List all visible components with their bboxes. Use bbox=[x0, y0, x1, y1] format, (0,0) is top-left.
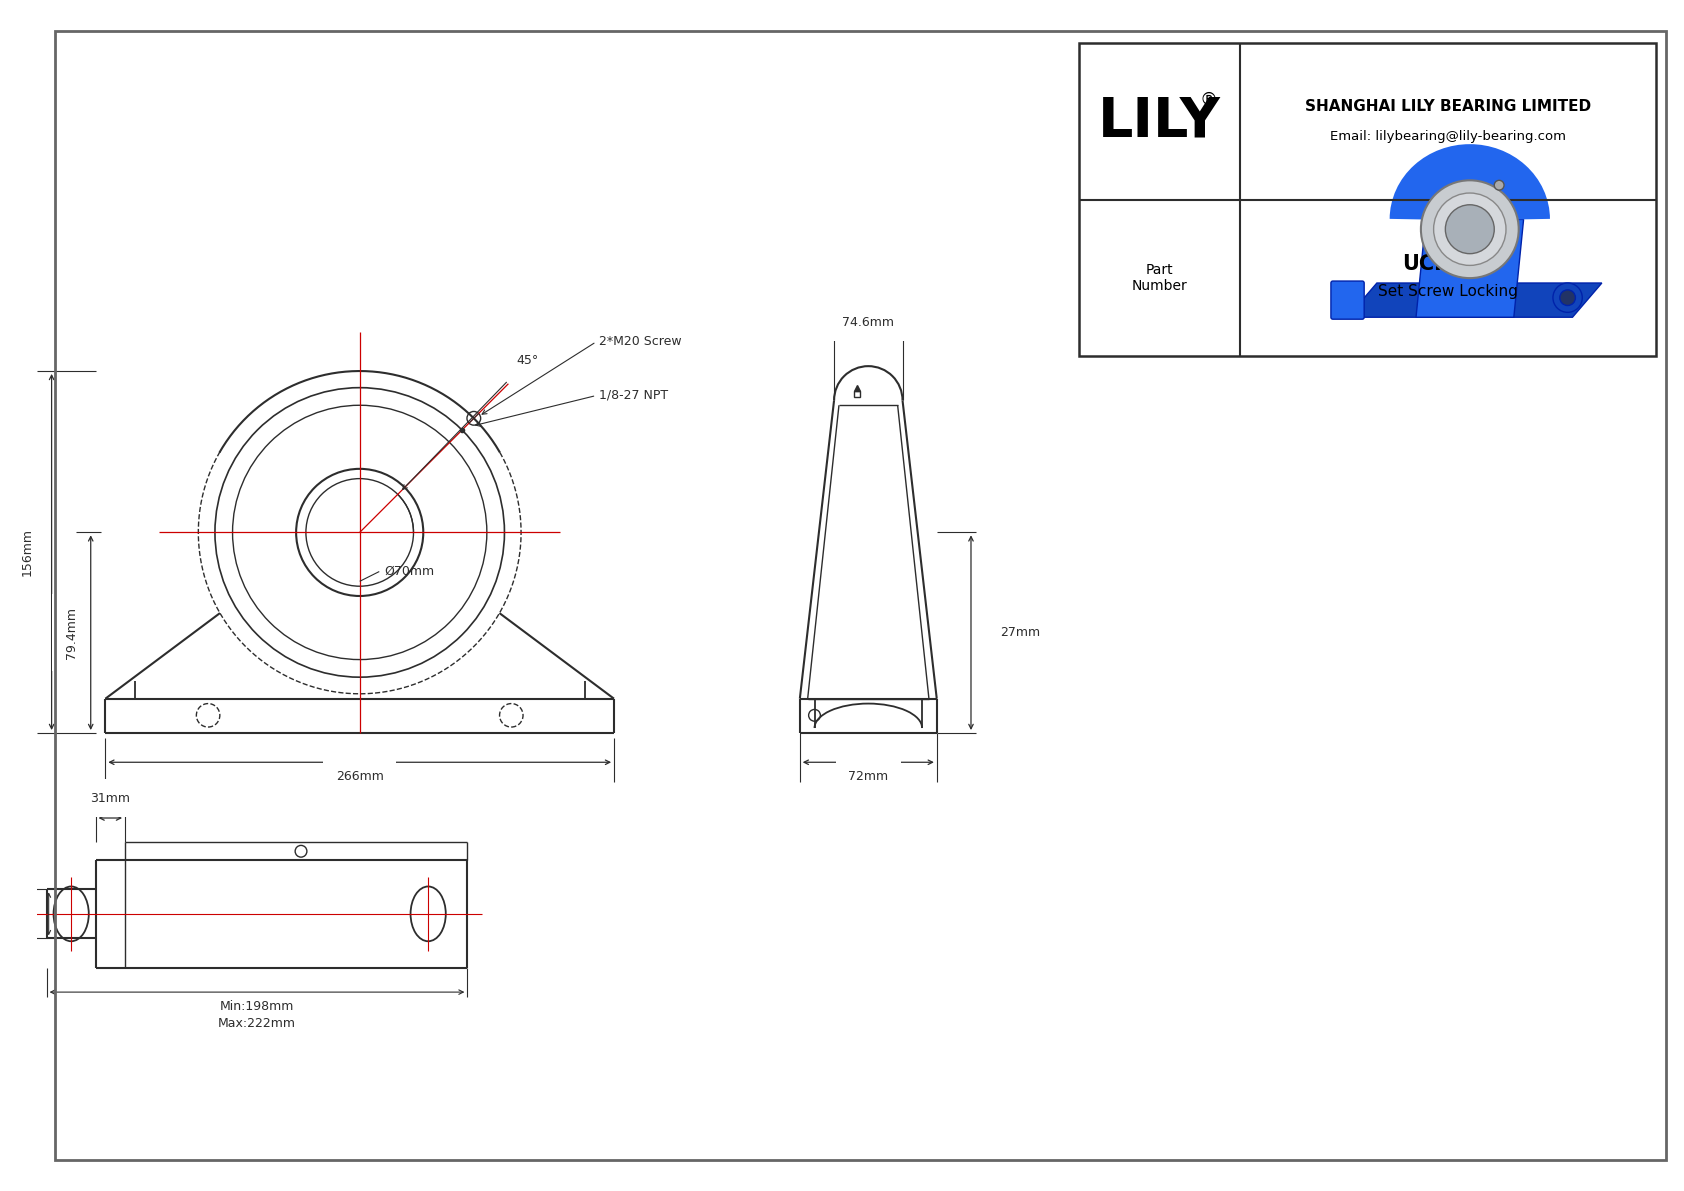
Text: Set Screw Locking: Set Screw Locking bbox=[1378, 285, 1517, 299]
Circle shape bbox=[1559, 289, 1576, 306]
Text: Ø70mm: Ø70mm bbox=[384, 565, 434, 578]
Polygon shape bbox=[1347, 283, 1601, 317]
FancyBboxPatch shape bbox=[1330, 281, 1364, 319]
Text: UCP214: UCP214 bbox=[1403, 255, 1494, 274]
Text: 2*M20 Screw: 2*M20 Screw bbox=[600, 335, 682, 348]
Polygon shape bbox=[1416, 219, 1524, 317]
Text: 266mm: 266mm bbox=[335, 771, 384, 784]
Text: 27mm: 27mm bbox=[1000, 626, 1041, 640]
Text: Email: lilybearing@lily-bearing.com: Email: lilybearing@lily-bearing.com bbox=[1330, 130, 1566, 143]
Text: ®: ® bbox=[1199, 91, 1218, 110]
Circle shape bbox=[1421, 180, 1519, 279]
Text: 156mm: 156mm bbox=[20, 528, 34, 576]
Text: Part
Number: Part Number bbox=[1132, 263, 1187, 293]
Text: 72mm: 72mm bbox=[849, 771, 889, 784]
Text: LILY: LILY bbox=[1098, 94, 1221, 149]
Circle shape bbox=[466, 411, 480, 425]
Text: 31mm: 31mm bbox=[91, 792, 130, 805]
Circle shape bbox=[1553, 283, 1583, 312]
Text: 74.6mm: 74.6mm bbox=[842, 316, 894, 329]
Text: Max:222mm: Max:222mm bbox=[217, 1017, 296, 1030]
Text: SHANGHAI LILY BEARING LIMITED: SHANGHAI LILY BEARING LIMITED bbox=[1305, 100, 1591, 114]
Circle shape bbox=[1433, 193, 1505, 266]
Circle shape bbox=[1445, 205, 1494, 254]
Text: 79.4mm: 79.4mm bbox=[64, 606, 77, 659]
Text: 1/8-27 NPT: 1/8-27 NPT bbox=[600, 389, 669, 403]
Text: 45°: 45° bbox=[515, 354, 539, 367]
Circle shape bbox=[1494, 180, 1504, 191]
Bar bbox=[1078, 43, 1655, 356]
Text: Min:198mm: Min:198mm bbox=[221, 1000, 295, 1014]
